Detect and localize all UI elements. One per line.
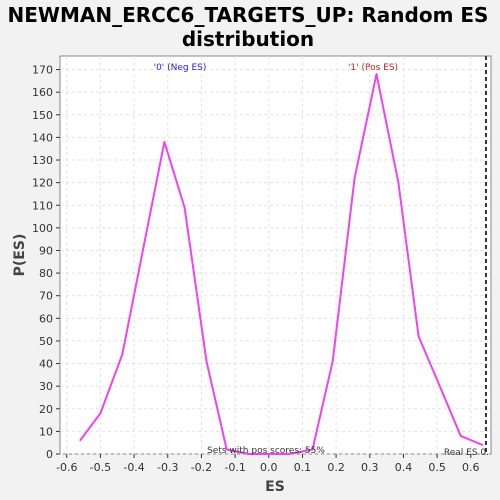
pos-es-label: '1' (Pos ES) — [348, 63, 398, 73]
data-point — [143, 243, 145, 245]
data-point — [438, 383, 440, 385]
chart-title-line2: distribution — [182, 27, 314, 51]
y-tick-label: 140 — [32, 131, 53, 144]
y-tick-label: 40 — [39, 358, 53, 371]
real-es-label: Real ES 0. — [444, 448, 489, 458]
data-point — [164, 141, 166, 143]
y-tick-label: 160 — [32, 86, 53, 99]
data-point — [100, 412, 102, 414]
y-tick-label: 20 — [39, 403, 53, 416]
y-tick-label: 100 — [32, 222, 53, 235]
data-point — [460, 435, 462, 437]
y-tick-label: 130 — [32, 154, 53, 167]
y-tick-label: 120 — [32, 177, 53, 190]
x-tick-label: 0.3 — [361, 461, 379, 474]
data-point — [206, 360, 208, 362]
data-point — [482, 444, 484, 446]
x-tick-label: 0.1 — [294, 461, 312, 474]
y-tick-label: 170 — [32, 64, 53, 77]
y-tick-label: 60 — [39, 312, 53, 325]
y-tick-label: 90 — [39, 244, 53, 257]
data-point — [79, 440, 81, 442]
data-point — [121, 354, 123, 356]
y-tick-label: 10 — [39, 425, 53, 438]
chart-title-line1: NEWMAN_ERCC6_TARGETS_UP: Random ES — [8, 3, 489, 27]
y-tick-label: 50 — [39, 335, 53, 348]
x-tick-label: 0.4 — [395, 461, 413, 474]
y-tick-label: 0 — [46, 448, 53, 461]
x-tick-label: -0.4 — [123, 461, 144, 474]
y-tick-label: 30 — [39, 380, 53, 393]
data-point — [398, 182, 400, 184]
x-tick-label: 0.5 — [428, 461, 446, 474]
y-axis-label: P(ES) — [12, 234, 28, 277]
x-tick-label: 0.0 — [260, 461, 278, 474]
y-tick-label: 150 — [32, 109, 53, 122]
x-tick-label: -0.5 — [90, 461, 111, 474]
x-tick-label: -0.1 — [224, 461, 245, 474]
x-axis-label: ES — [265, 479, 285, 495]
data-point — [332, 360, 334, 362]
x-tick-label: 0.2 — [327, 461, 345, 474]
x-tick-label: 0.6 — [462, 461, 480, 474]
y-tick-label: 80 — [39, 267, 53, 280]
neg-es-label: '0' (Neg ES) — [154, 63, 207, 73]
data-point — [354, 177, 356, 179]
y-tick-label: 110 — [32, 199, 53, 212]
data-point — [376, 73, 378, 75]
y-tick-label: 70 — [39, 290, 53, 303]
plot-area — [60, 56, 491, 454]
sets-pos-scores-label: Sets with pos scores: 55% — [207, 446, 325, 456]
x-tick-label: -0.2 — [191, 461, 212, 474]
data-point — [184, 207, 186, 209]
data-point — [418, 336, 420, 338]
x-tick-label: -0.3 — [157, 461, 178, 474]
x-tick-label: -0.6 — [56, 461, 77, 474]
